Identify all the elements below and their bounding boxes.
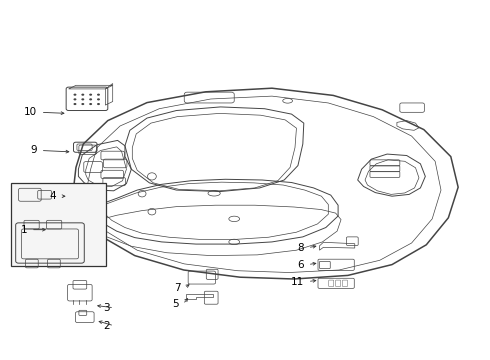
Text: 2: 2 xyxy=(103,321,110,331)
Text: 10: 10 xyxy=(24,107,37,117)
Text: 11: 11 xyxy=(291,276,304,287)
Text: 1: 1 xyxy=(20,225,27,235)
Text: 7: 7 xyxy=(173,283,180,293)
Circle shape xyxy=(74,103,76,105)
Circle shape xyxy=(81,98,84,100)
Circle shape xyxy=(81,94,84,96)
Circle shape xyxy=(97,103,100,105)
Circle shape xyxy=(97,94,100,96)
Circle shape xyxy=(89,98,92,100)
Circle shape xyxy=(81,103,84,105)
Text: 6: 6 xyxy=(297,260,304,270)
Text: 8: 8 xyxy=(297,243,304,253)
Bar xyxy=(11,183,106,266)
Circle shape xyxy=(74,94,76,96)
Circle shape xyxy=(89,103,92,105)
Text: 9: 9 xyxy=(30,145,37,156)
Circle shape xyxy=(89,94,92,96)
Circle shape xyxy=(97,98,100,100)
Text: 4: 4 xyxy=(49,191,56,201)
Text: 5: 5 xyxy=(172,299,179,309)
Text: 3: 3 xyxy=(103,303,110,313)
Circle shape xyxy=(74,98,76,100)
